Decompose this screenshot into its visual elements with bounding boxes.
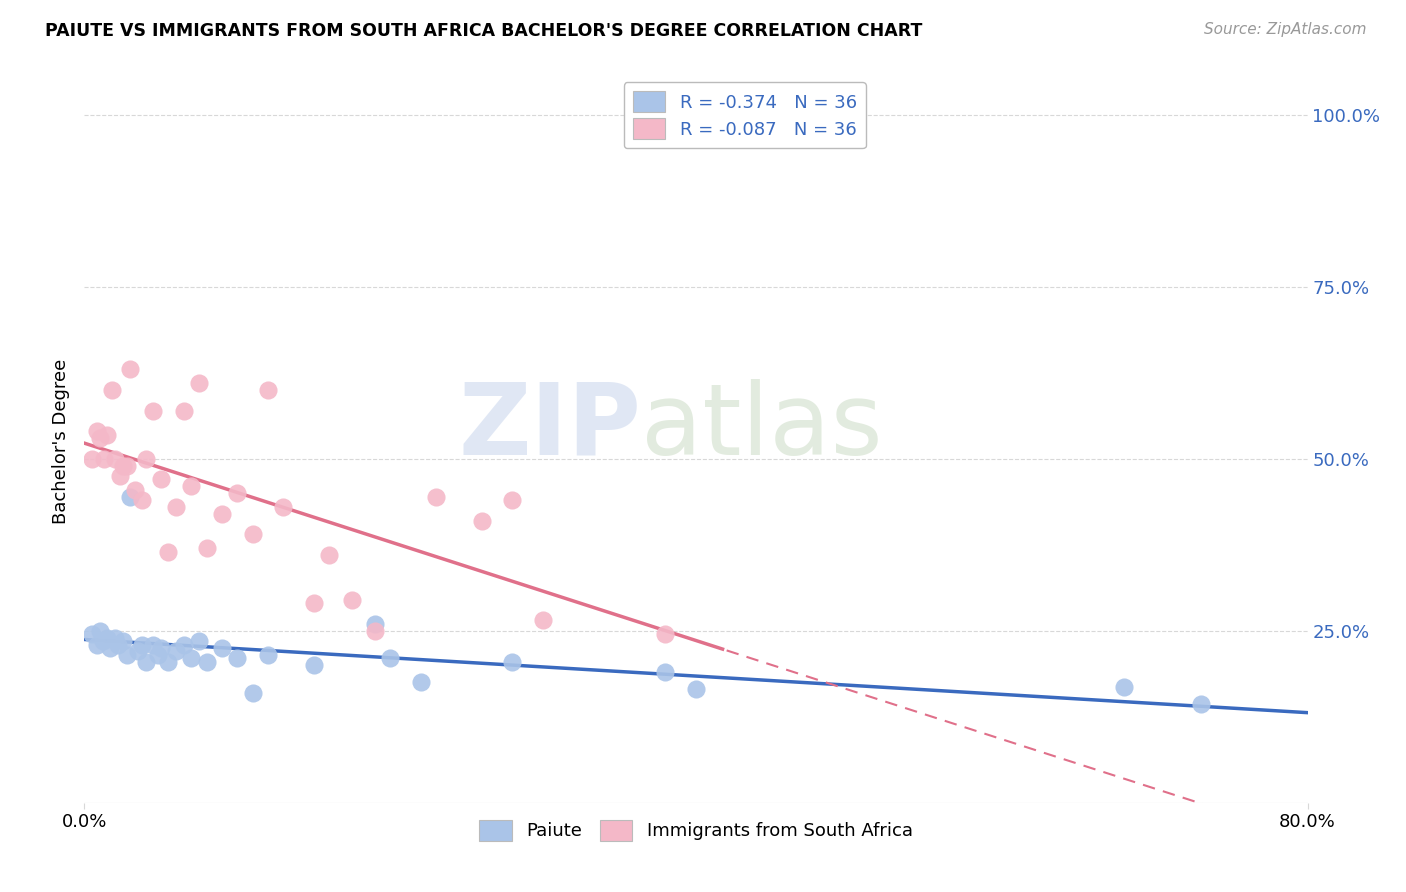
Point: [257, 383, 280, 397]
Point: [86, 424, 108, 438]
Point: [80, 627, 103, 641]
Point: [86, 638, 108, 652]
Point: [96, 631, 118, 645]
Point: [93, 451, 115, 466]
Point: [107, 638, 129, 652]
Point: [211, 640, 233, 655]
Point: [111, 458, 134, 473]
Point: [502, 493, 524, 508]
Point: [211, 507, 233, 521]
Point: [142, 638, 165, 652]
Text: ZIP: ZIP: [458, 378, 641, 475]
Point: [146, 648, 169, 662]
Point: [165, 500, 187, 514]
Point: [89, 624, 111, 638]
Point: [80, 451, 103, 466]
Point: [96, 427, 118, 442]
Point: [115, 458, 138, 473]
Point: [409, 675, 432, 690]
Point: [502, 655, 524, 669]
Point: [108, 469, 131, 483]
Point: [654, 627, 676, 641]
Point: [127, 644, 149, 658]
Point: [242, 686, 264, 700]
Text: Source: ZipAtlas.com: Source: ZipAtlas.com: [1204, 22, 1367, 37]
Point: [173, 638, 195, 652]
Point: [302, 658, 325, 673]
Text: atlas: atlas: [641, 378, 883, 475]
Point: [685, 682, 707, 697]
Point: [135, 655, 157, 669]
Point: [226, 486, 249, 500]
Point: [1114, 680, 1136, 694]
Point: [131, 638, 153, 652]
Text: PAIUTE VS IMMIGRANTS FROM SOUTH AFRICA BACHELOR'S DEGREE CORRELATION CHART: PAIUTE VS IMMIGRANTS FROM SOUTH AFRICA B…: [45, 22, 922, 40]
Point: [131, 493, 153, 508]
Point: [380, 651, 402, 665]
Point: [257, 648, 280, 662]
Point: [157, 544, 180, 558]
Point: [89, 431, 111, 445]
Point: [195, 541, 218, 556]
Point: [195, 655, 218, 669]
Point: [120, 490, 142, 504]
Point: [654, 665, 676, 679]
Point: [188, 376, 211, 390]
Point: [104, 451, 127, 466]
Point: [271, 500, 294, 514]
Point: [180, 651, 202, 665]
Point: [165, 644, 187, 658]
Point: [188, 634, 211, 648]
Point: [364, 624, 387, 638]
Point: [180, 479, 202, 493]
Point: [115, 648, 138, 662]
Point: [425, 490, 447, 504]
Point: [226, 651, 249, 665]
Point: [111, 634, 134, 648]
Y-axis label: Bachelor's Degree: Bachelor's Degree: [52, 359, 70, 524]
Point: [471, 514, 494, 528]
Point: [157, 655, 180, 669]
Point: [142, 403, 165, 417]
Point: [1189, 698, 1212, 712]
Point: [173, 403, 195, 417]
Point: [91, 634, 114, 648]
Legend: Paiute, Immigrants from South Africa: Paiute, Immigrants from South Africa: [472, 813, 920, 848]
Point: [531, 614, 554, 628]
Point: [149, 640, 172, 655]
Point: [302, 596, 325, 610]
Point: [318, 548, 340, 562]
Point: [124, 483, 146, 497]
Point: [364, 616, 387, 631]
Point: [340, 592, 363, 607]
Point: [149, 472, 172, 486]
Point: [101, 383, 124, 397]
Point: [242, 527, 264, 541]
Point: [135, 451, 157, 466]
Point: [104, 631, 127, 645]
Point: [98, 640, 121, 655]
Point: [120, 362, 142, 376]
